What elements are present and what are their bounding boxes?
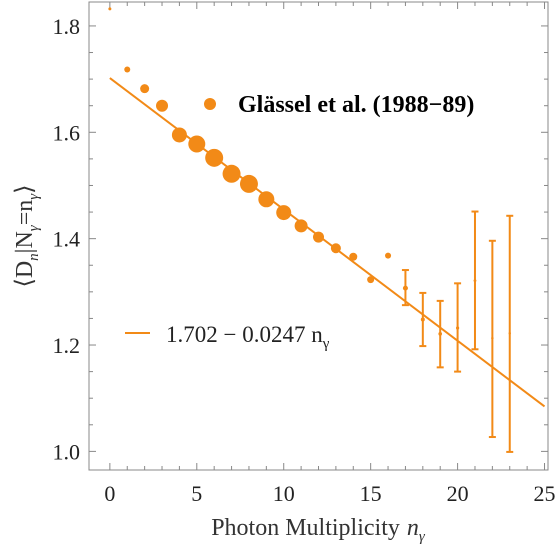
data-points (108, 7, 511, 339)
data-point (295, 219, 308, 232)
x-tick-label: 20 (447, 481, 469, 506)
data-point (438, 332, 442, 336)
y-title-eq: =n (12, 200, 38, 226)
fit-line (110, 78, 545, 406)
y-tick-label: 1.0 (53, 439, 81, 464)
data-point (367, 276, 374, 283)
x-tick-label: 0 (104, 481, 115, 506)
data-point (156, 100, 168, 112)
error-bars (402, 212, 513, 452)
data-point (172, 127, 187, 142)
y-axis-title: ⟨Dn|Nγ=nγ⟩ (12, 184, 42, 287)
legend-fit-sub: γ (322, 336, 330, 352)
data-point (124, 67, 130, 73)
data-point (331, 243, 341, 253)
x-tick-label: 5 (191, 481, 202, 506)
y-tick-label: 1.8 (53, 14, 81, 39)
fit-layer (110, 78, 545, 406)
x-axis-title-text: Photon Multiplicity (211, 515, 400, 541)
x-axis-title: Photon Multiplicity nγ (211, 515, 426, 545)
data-point (349, 253, 357, 261)
y-tick-label: 1.6 (53, 120, 81, 145)
data-point (456, 326, 459, 329)
x-axis-title-sub: γ (419, 529, 426, 545)
chart-title: Glässel et al. (1988−89) (238, 92, 474, 118)
data-point (188, 135, 205, 152)
y-title-sub-n: n (26, 253, 42, 261)
data-point (140, 84, 149, 93)
data-point (258, 191, 274, 207)
y-title-bar: |N (12, 231, 38, 253)
data-point (205, 149, 223, 167)
data-point (509, 332, 511, 334)
y-tick-label: 1.4 (53, 227, 81, 252)
y-tick-label: 1.2 (53, 333, 81, 358)
data-point (385, 253, 391, 259)
data-point (474, 279, 477, 282)
data-point (240, 175, 258, 193)
y-axis-ticks: 1.0 1.2 1.4 1.6 1.8 (53, 14, 549, 464)
x-tick-label: 25 (534, 481, 556, 506)
y-title-close: ⟩ (12, 184, 38, 193)
x-tick-label: 15 (360, 481, 382, 506)
legend-fit-main: 1.702 − 0.0247 n (166, 322, 323, 347)
x-axis-ticks: 0 5 10 15 20 25 (104, 2, 555, 506)
y-title-open: ⟨D (12, 261, 38, 288)
title-marker (204, 98, 216, 110)
data-point (313, 232, 324, 243)
x-axis-title-var: n (407, 515, 419, 541)
data-point (491, 337, 493, 339)
data-point (276, 205, 291, 220)
data-point (403, 286, 408, 291)
data-point (108, 7, 111, 10)
data-point (223, 165, 241, 183)
x-tick-label: 10 (273, 481, 295, 506)
data-point (421, 317, 425, 321)
legend-fit-label: 1.702 − 0.0247 nγ (166, 322, 330, 352)
